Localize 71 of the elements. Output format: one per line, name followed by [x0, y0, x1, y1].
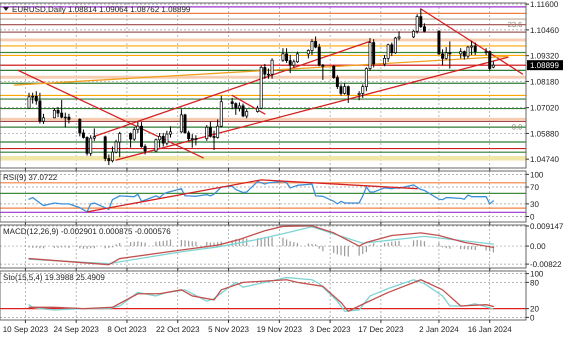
y-tick-label: 70 [530, 183, 540, 192]
chart-title: Sto(15,5,4) 19.3988 25.4909 [3, 273, 106, 282]
candlestick [488, 50, 492, 72]
y-tick-label: 0.009147 [530, 222, 564, 231]
x-tick-label: 3 Dec 2023 [310, 325, 352, 334]
candlestick [462, 50, 466, 60]
y-tick-label: 1.11600 [530, 0, 559, 10]
y-tick-label: 1.07020 [530, 104, 560, 113]
x-tick-label: 16 Jan 2024 [468, 325, 512, 334]
candlestick [448, 40, 452, 70]
candlestick [358, 90, 361, 101]
candlestick [64, 112, 67, 128]
x-tick-label: 19 Nov 2023 [256, 325, 303, 334]
candlestick [28, 92, 30, 110]
candlestick [419, 8, 422, 28]
x-tick-label: 10 Sep 2023 [2, 325, 49, 334]
candlestick [242, 103, 245, 118]
x-tick-label: 5 Nov 2023 [208, 325, 250, 334]
candlestick [89, 134, 92, 157]
candlestick [470, 40, 474, 56]
line-series [28, 180, 494, 213]
candlestick [281, 48, 284, 62]
candlestick [245, 108, 248, 119]
candlestick [474, 42, 477, 56]
candlestick [31, 92, 34, 104]
y-tick-label: 0 [530, 313, 535, 322]
chart-title: EURUSD,Daily 1.08814 1.09064 1.08762 1.08899 [12, 5, 191, 14]
candlestick [372, 38, 376, 68]
candlestick [296, 51, 299, 64]
candlestick [165, 130, 168, 146]
x-tick-label: 17 Dec 2023 [358, 325, 404, 334]
candlestick [52, 108, 56, 119]
y-tick-label: 30 [530, 200, 540, 209]
candlestick [78, 118, 82, 137]
y-tick-label: 0 [530, 212, 535, 222]
candlestick [416, 14, 419, 34]
x-tick-label: 8 Oct 2023 [107, 325, 148, 334]
y-tick-label: 0.00 [530, 242, 546, 252]
y-tick-label: 1.10460 [530, 26, 560, 35]
candlestick [234, 102, 238, 116]
candlestick [118, 131, 122, 158]
candlestick [190, 134, 194, 148]
candlestick [194, 134, 198, 146]
candlestick [158, 132, 162, 148]
candlestick [180, 108, 183, 134]
x-tick-label: 2 Jan 2024 [419, 325, 460, 334]
candlestick [386, 43, 390, 62]
y-tick-label: 100 [530, 270, 544, 279]
candlestick [104, 135, 107, 162]
y-tick-label: 100 [530, 170, 544, 180]
chart-title: MACD(12,26,9) -0.002901 0.000875 -0.000576 [3, 227, 172, 236]
y-tick-label: 1.09320 [530, 52, 560, 61]
y-tick-label: 1.05880 [530, 129, 560, 138]
y-tick-label: 80 [530, 278, 540, 288]
y-tick-label: -0.00822 [530, 260, 562, 270]
candlestick [38, 92, 42, 124]
y-tick-label: 20 [530, 304, 540, 314]
candlestick [270, 58, 274, 80]
candlestick [67, 113, 70, 124]
x-tick-label: 24 Sep 2023 [53, 325, 100, 334]
chart-title: RSI(9) 37.0722 [3, 173, 58, 182]
candlestick [230, 97, 234, 110]
ref-line-label: 1.08899 [530, 61, 560, 70]
y-tick-label: 1.08180 [530, 77, 560, 86]
candlestick [343, 82, 346, 96]
candlestick [459, 48, 462, 59]
y-tick-label: 1.04740 [530, 155, 560, 164]
candlestick [60, 99, 64, 119]
candlestick [310, 38, 314, 56]
candlestick [129, 132, 132, 148]
x-tick-label: 22 Oct 2023 [156, 325, 200, 334]
